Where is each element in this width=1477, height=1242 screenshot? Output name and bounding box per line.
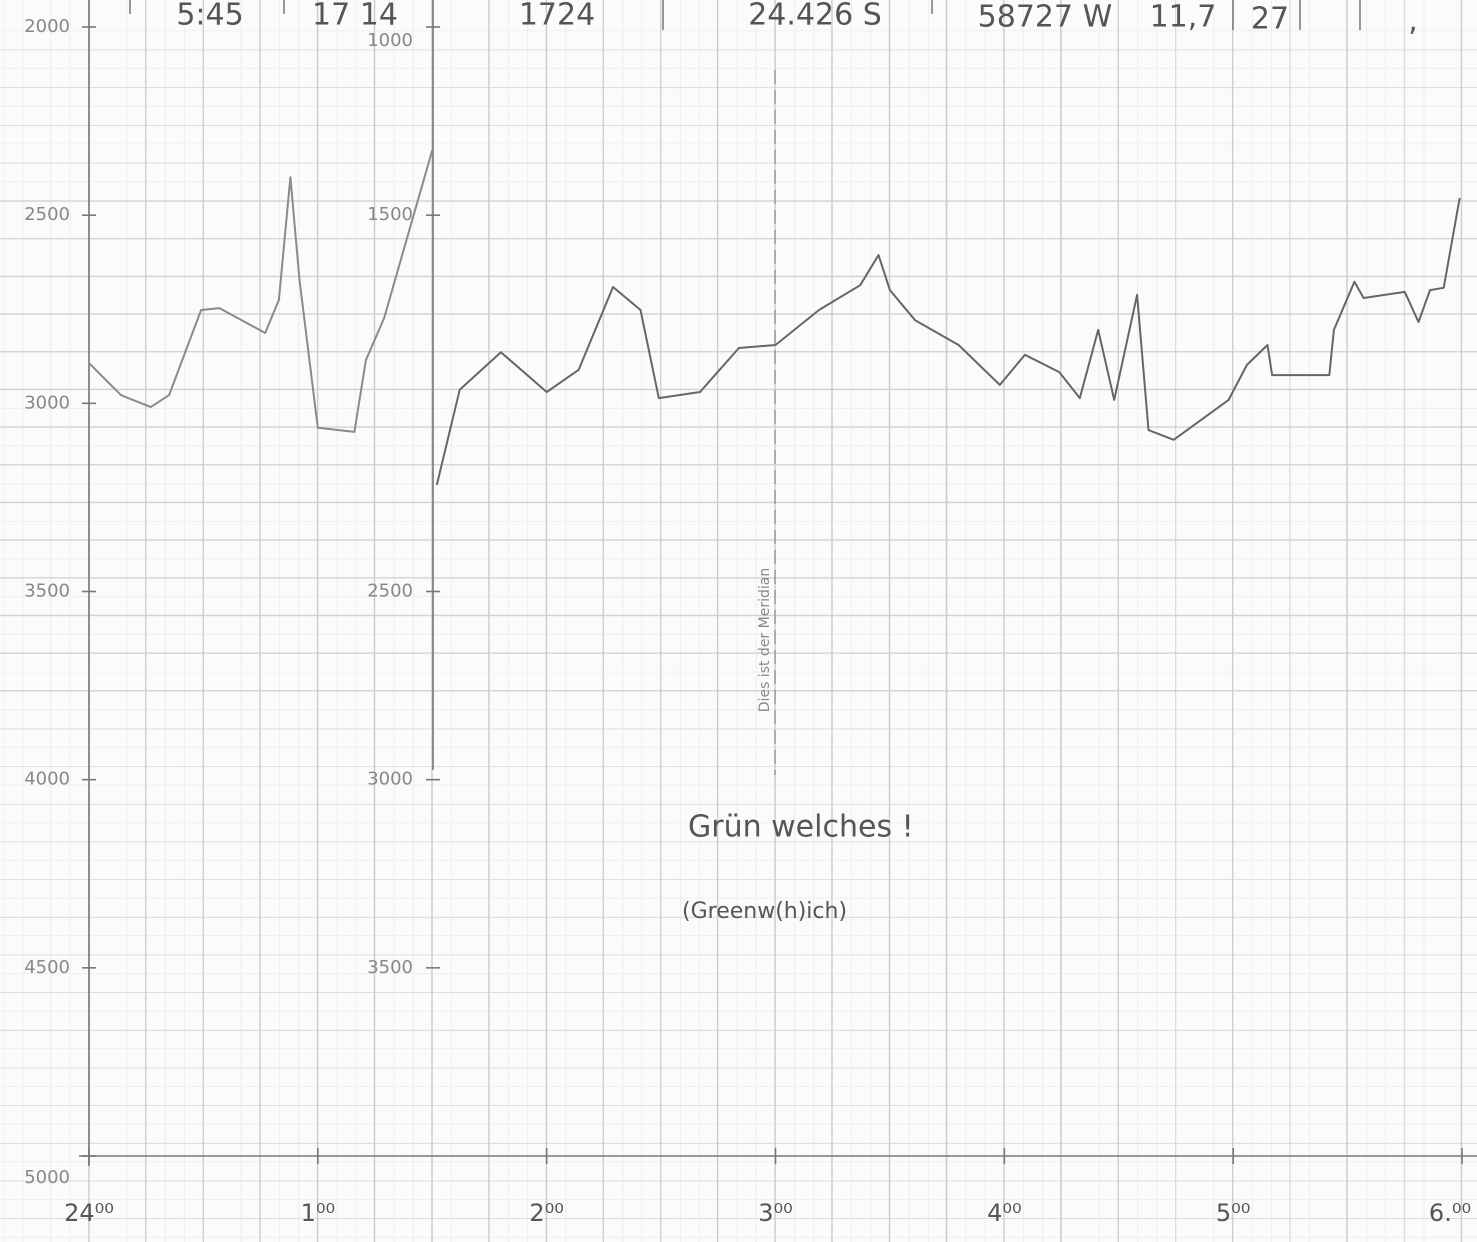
y-tick-label: 2500 <box>24 204 70 225</box>
x-tick-label: 2⁰⁰ <box>529 1199 564 1227</box>
header-note: 1724 <box>519 0 595 33</box>
y2-tick-label: 3500 <box>367 957 413 978</box>
meridian-note: Dies ist der Meridian <box>757 568 773 712</box>
x-tick-label: 6.⁰⁰ <box>1429 1199 1471 1227</box>
y2-tick-label: 1500 <box>367 204 413 225</box>
header-note: 5:45 <box>176 0 243 33</box>
x-tick-label: 5⁰⁰ <box>1216 1199 1251 1227</box>
depth-line <box>435 197 1461 486</box>
y-tick-label: 3500 <box>24 581 70 602</box>
annotation: (Greenw(h)ich) <box>682 899 847 924</box>
x-tick-label: 1⁰⁰ <box>301 1199 336 1227</box>
y2-tick-label: 2500 <box>367 581 413 602</box>
y2-tick-label: 1000 <box>367 30 413 51</box>
x-tick-label: 4⁰⁰ <box>987 1199 1022 1227</box>
x-tick-label: 24⁰⁰ <box>64 1199 114 1227</box>
header-bars <box>129 0 1361 30</box>
y2-tick-label: 3000 <box>367 769 413 790</box>
header-note: 27 <box>1251 2 1289 37</box>
header-note: 58727 W <box>978 0 1113 35</box>
y-tick-label: 3000 <box>24 392 70 413</box>
header-note: , <box>1408 4 1418 39</box>
annotation: Grün welches ! <box>688 810 914 845</box>
header-note: 17 14 <box>312 0 398 33</box>
header-note: 11,7 <box>1150 0 1217 35</box>
y-tick-label: 4500 <box>24 957 70 978</box>
x-tick-label: 3⁰⁰ <box>758 1199 793 1227</box>
y-tick-label: 4000 <box>24 769 70 790</box>
y-tick-label: 5000 <box>24 1167 70 1188</box>
y-tick-label: 2000 <box>24 16 70 37</box>
depth-line <box>88 149 434 433</box>
header-note: 24.426 S <box>748 0 882 33</box>
